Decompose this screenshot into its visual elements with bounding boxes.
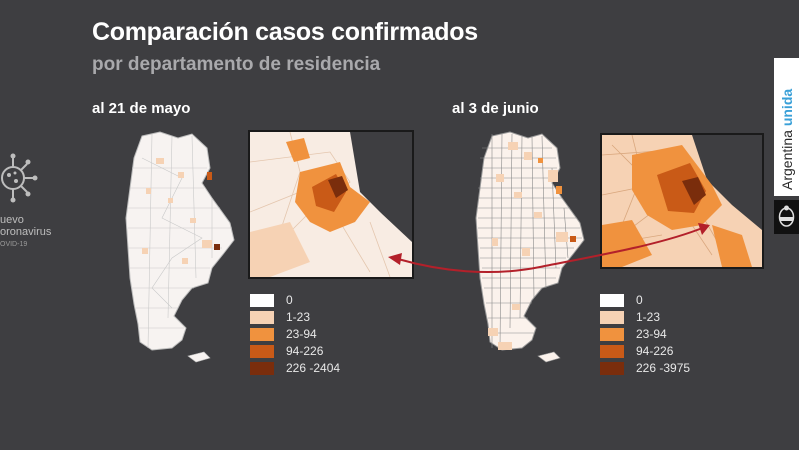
- legend-swatch: [600, 362, 624, 375]
- page-title: Comparación casos confirmados: [92, 18, 478, 46]
- legend-swatch: [250, 328, 274, 341]
- map-label-right: al 3 de junio: [452, 100, 539, 117]
- legend-label: 94-226: [286, 344, 324, 358]
- legend-swatch: [250, 345, 274, 358]
- legend-label: 1-23: [636, 310, 661, 324]
- virus-icon: [1, 153, 38, 203]
- argentina-unida-brand: [774, 58, 799, 196]
- argentina-unida-logo-text: Argentina unida: [779, 89, 795, 190]
- legend-swatch: [250, 362, 274, 375]
- legend-label: 226 -2404: [286, 361, 341, 375]
- legend-label: 23-94: [636, 327, 667, 341]
- nuevo-coronavirus-logo: uevo oronavirus OVID-19: [0, 150, 70, 260]
- comparison-arrow: [388, 223, 710, 274]
- amba-inset-may: [248, 130, 414, 279]
- legend-label: 94-226: [636, 344, 674, 358]
- logo-text-line1: uevo: [0, 214, 24, 226]
- legend-swatch: [600, 345, 624, 358]
- argentina-map-june: [452, 128, 592, 378]
- svg-text:Argentina unida: Argentina unida: [779, 89, 795, 190]
- amba-inset-june: [600, 133, 764, 269]
- legend-swatch: [600, 311, 624, 324]
- brand-text-bold: unida: [779, 89, 795, 127]
- argentina-map-may: [112, 128, 242, 368]
- legend-label: 226 -3975: [636, 361, 691, 375]
- legend-label: 23-94: [286, 327, 317, 341]
- legend-swatch: [250, 294, 274, 307]
- legend-label: 1-23: [286, 310, 311, 324]
- legend-swatch: [250, 311, 274, 324]
- page-subtitle: por departamento de residencia: [92, 54, 381, 75]
- legend-swatch: [600, 328, 624, 341]
- map-label-left: al 21 de mayo: [92, 100, 191, 117]
- brand-text-regular: Argentina: [779, 126, 795, 190]
- legend-swatch: [600, 294, 624, 307]
- logo-text-line2: oronavirus: [0, 226, 52, 238]
- legend-label: 0: [636, 293, 643, 307]
- coat-of-arms-icon: [774, 200, 799, 234]
- legend-label: 0: [286, 293, 293, 307]
- logo-text-line3: OVID-19: [0, 241, 28, 248]
